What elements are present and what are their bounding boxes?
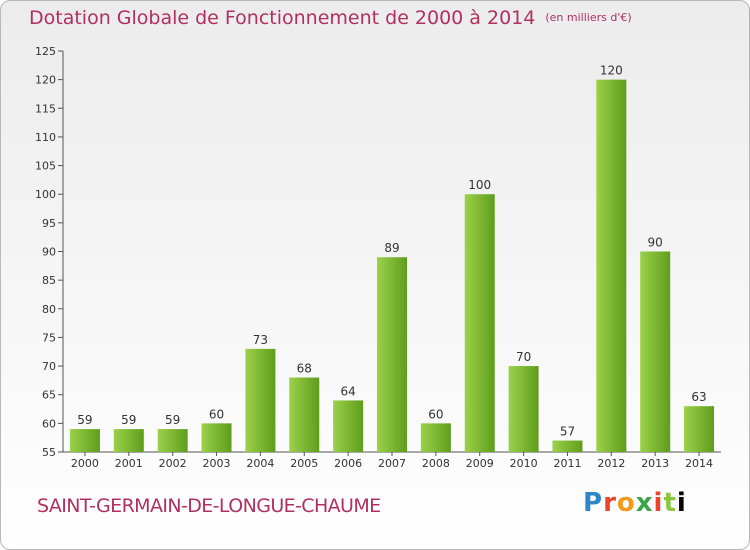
x-tick-label: 2013 <box>641 457 669 470</box>
x-tick-label: 2000 <box>71 457 99 470</box>
bar <box>69 429 100 452</box>
y-tick-label: 70 <box>42 360 56 373</box>
bar <box>596 79 627 453</box>
x-tick-label: 2010 <box>510 457 538 470</box>
bar <box>552 440 583 452</box>
y-tick-label: 115 <box>35 102 56 115</box>
x-tick-label: 2001 <box>115 457 143 470</box>
bar <box>464 194 495 452</box>
bar-value-label: 73 <box>253 333 268 347</box>
bar-value-label: 59 <box>77 413 92 427</box>
bar-value-label: 60 <box>209 407 224 421</box>
x-tick-label: 2007 <box>378 457 406 470</box>
chart-subtitle: (en milliers d'€) <box>545 11 632 24</box>
x-tick-label: 2011 <box>553 457 581 470</box>
y-tick-label: 95 <box>42 217 56 230</box>
bar <box>684 406 715 452</box>
y-tick-label: 80 <box>42 303 56 316</box>
bar-value-label: 70 <box>516 350 531 364</box>
x-tick-label: 2006 <box>334 457 362 470</box>
bar <box>420 423 451 452</box>
bar-value-label: 57 <box>560 425 575 439</box>
bar <box>157 429 188 452</box>
x-tick-label: 2014 <box>685 457 713 470</box>
y-tick-label: 120 <box>35 74 56 87</box>
x-tick-label: 2003 <box>203 457 231 470</box>
bar <box>377 257 407 452</box>
x-tick-label: 2009 <box>466 457 494 470</box>
bar <box>245 348 276 452</box>
chart-title: Dotation Globale de Fonctionnement de 20… <box>29 7 536 29</box>
bar-value-label: 59 <box>121 413 136 427</box>
y-tick-label: 85 <box>42 274 56 287</box>
y-tick-label: 90 <box>42 246 56 259</box>
y-tick-label: 75 <box>42 331 56 344</box>
bar-value-label: 100 <box>468 178 491 192</box>
bar-value-label: 63 <box>691 390 706 404</box>
bar <box>113 429 144 452</box>
bar <box>333 400 364 452</box>
x-tick-label: 2005 <box>290 457 318 470</box>
bar-value-label: 60 <box>428 407 443 421</box>
bar-value-label: 120 <box>600 64 623 78</box>
y-tick-label: 110 <box>35 131 56 144</box>
x-tick-label: 2008 <box>422 457 450 470</box>
chart-title-line: Dotation Globale de Fonctionnement de 20… <box>29 7 632 29</box>
y-tick-label: 65 <box>42 389 56 402</box>
y-tick-label: 100 <box>35 188 56 201</box>
bar <box>289 377 320 452</box>
commune-name: SAINT-GERMAIN-DE-LONGUE-CHAUME <box>37 495 381 517</box>
bar-value-label: 64 <box>340 384 355 398</box>
bar-value-label: 90 <box>648 236 663 250</box>
proxiti-logo[interactable]: Proxiti <box>583 488 687 518</box>
y-tick-label: 60 <box>42 417 56 430</box>
y-tick-label: 105 <box>35 160 56 173</box>
bar-value-label: 59 <box>165 413 180 427</box>
bar-value-label: 68 <box>297 362 312 376</box>
x-tick-label: 2012 <box>597 457 625 470</box>
bar <box>201 423 232 452</box>
bar <box>640 251 671 452</box>
x-tick-label: 2004 <box>246 457 274 470</box>
y-tick-label: 55 <box>42 446 56 459</box>
bar <box>508 366 539 452</box>
x-tick-label: 2002 <box>159 457 187 470</box>
bar-value-label: 89 <box>384 241 399 255</box>
y-tick-label: 125 <box>35 45 56 58</box>
